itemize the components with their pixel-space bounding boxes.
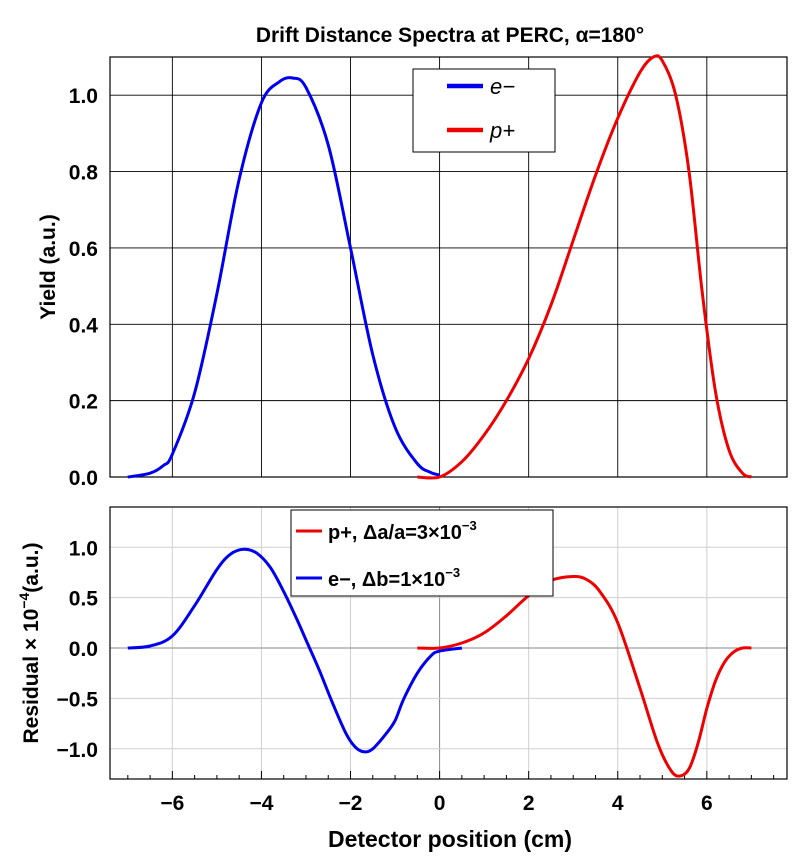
bottom-legend-box [290, 509, 554, 597]
bottom-series-line-e [127, 547, 463, 754]
bottom-plot-frame [109, 506, 788, 780]
top-series-line-e [127, 76, 441, 479]
top-y-tick-label-2: 0.4 [69, 314, 99, 337]
x-tick-label-6: 6 [701, 792, 713, 815]
x-tick-label-2: −2 [339, 792, 363, 815]
legend-label-residual-p-main: p+, Δa/a=3×10 [328, 522, 462, 544]
top-plot-frame [109, 56, 788, 478]
bottom-legend: p+, Δa/a=3×10−3 e−, Δb=1×10−3 [290, 509, 554, 597]
legend-label-residual-e-main: e−, Δb=1×10 [328, 569, 445, 591]
top-y-tick-label-5: 1.0 [69, 85, 98, 108]
top-legend-box [412, 68, 556, 153]
x-tick-label-4: 2 [523, 792, 535, 815]
x-axis-label: Detector position (cm) [328, 826, 572, 852]
bottom-y-tick-label-2: 0.0 [69, 638, 98, 661]
legend-label-residual-e: e−, Δb=1×10−3 [328, 565, 460, 591]
bottom-y-axis-label-main: Residual × 10 [20, 609, 43, 744]
bottom-y-axis-label-unit: (a.u.) [20, 543, 43, 593]
chart-title: Drift Distance Spectra at PERC, α=180° [256, 24, 644, 47]
top-y-tick-label-4: 0.8 [69, 162, 99, 185]
bottom-y-tick-label-3: 0.5 [69, 588, 99, 611]
bottom-y-axis-label-exp: −4 [16, 592, 32, 608]
top-y-tick-label-3: 0.6 [69, 238, 98, 261]
bottom-y-axis-label: Residual × 10−4(a.u.) [16, 543, 43, 744]
legend-label-residual-e-exp: −3 [445, 565, 460, 580]
legend-label-e: e− [490, 74, 515, 99]
top-series-line-p [417, 54, 752, 480]
x-tick-label-0: −6 [160, 792, 184, 815]
bottom-y-ticks: −1.0 −0.5 0.0 0.5 1.0 [57, 537, 99, 761]
bottom-y-tick-label-4: 1.0 [69, 537, 98, 560]
bottom-x-ticks: −6 −4 −2 0 2 4 6 [127, 771, 775, 815]
top-series-group [127, 54, 752, 480]
top-y-tick-label-0: 0.0 [69, 467, 98, 490]
top-y-tick-label-1: 0.2 [69, 391, 98, 414]
x-tick-label-5: 4 [612, 792, 624, 815]
top-legend: e− p+ [412, 68, 556, 153]
x-tick-label-1: −4 [249, 792, 273, 815]
bottom-series-line-p [417, 574, 752, 778]
bottom-y-tick-label-1: −0.5 [57, 688, 99, 711]
legend-label-p: p+ [489, 118, 515, 143]
top-y-ticks: 0.0 0.2 0.4 0.6 0.8 1.0 [69, 85, 99, 490]
bottom-grid [110, 507, 787, 779]
bottom-series-group [127, 547, 752, 778]
x-tick-label-3: 0 [434, 792, 446, 815]
legend-label-residual-p-exp: −3 [462, 518, 477, 533]
top-y-axis-label: Yield (a.u.) [37, 214, 60, 319]
bottom-y-tick-label-0: −1.0 [57, 739, 98, 762]
legend-label-residual-p: p+, Δa/a=3×10−3 [328, 518, 477, 544]
